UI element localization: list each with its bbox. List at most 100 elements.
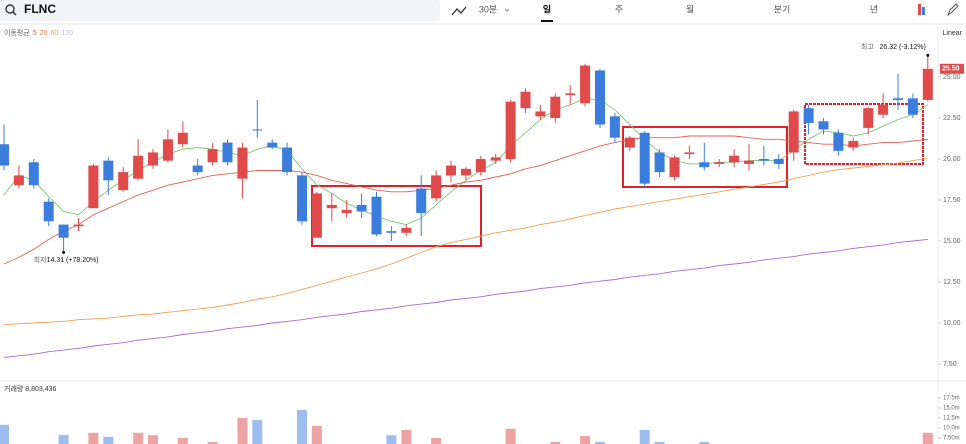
candle-body (475, 159, 486, 173)
y-tick-label: 22.50 (943, 115, 961, 122)
candle-body (758, 159, 769, 161)
candle-body (490, 157, 501, 161)
y-tick-label: 17.50 (943, 197, 961, 204)
low-note-text: 14.31 (+78.20%) (47, 257, 99, 264)
volume-bar (148, 435, 158, 444)
candle-body (729, 155, 740, 163)
candle-body (386, 231, 397, 233)
volume-tick-label: 7.50m (943, 436, 960, 442)
high-marker (926, 53, 930, 57)
candle-body (28, 162, 39, 186)
candle-body (818, 121, 829, 130)
moving-average-line (3, 238, 928, 358)
draw-icon[interactable] (946, 3, 959, 17)
volume-bar (386, 435, 397, 444)
indicator-icon-part (922, 7, 925, 15)
candle-body (699, 162, 710, 168)
volume-bar (88, 432, 99, 444)
candle-body (803, 108, 814, 123)
candle-body (580, 65, 591, 104)
volume-tick-label: 10.0m (943, 426, 960, 432)
candle-body (431, 175, 442, 199)
candle-body (446, 165, 456, 176)
volume-tick-label: 15.0m (943, 406, 960, 412)
highlight-box (804, 103, 924, 165)
candle-body (714, 162, 725, 164)
moving-average-line (3, 157, 928, 326)
legend-item: 5 (33, 30, 37, 37)
moving-average-line (3, 135, 928, 265)
candle-body (133, 155, 144, 179)
candle-body (848, 140, 859, 148)
candle-body (654, 152, 665, 173)
volume-bar (639, 430, 650, 444)
candle-body (148, 152, 158, 166)
y-tick-label: 25.00 (943, 74, 961, 81)
volume-bar (177, 438, 188, 444)
legend-item: 60 (50, 30, 58, 37)
volume-bar (580, 436, 591, 444)
search-icon (5, 4, 15, 14)
volume-bar (401, 430, 412, 444)
legend-title: 이동평균 (4, 28, 30, 37)
tab[interactable]: 주 (615, 4, 623, 14)
candle-body (565, 93, 576, 96)
scale-mode[interactable]: Linear (943, 30, 963, 37)
candle-body (43, 201, 54, 222)
volume-bar (237, 418, 248, 444)
candle-body (893, 98, 903, 100)
volume-bar (311, 426, 322, 444)
volume-bar (699, 442, 710, 444)
low-note-label: 최저 (34, 255, 47, 264)
tab[interactable]: 일 (543, 3, 551, 14)
y-tick-label: 7.50 (943, 361, 957, 368)
candle-body (326, 204, 337, 209)
candle-body (595, 70, 605, 125)
y-tick-label: 12.50 (943, 279, 961, 286)
volume-bar (922, 432, 933, 444)
volume-bar (595, 442, 605, 444)
y-tick-label: 10.00 (943, 320, 961, 327)
highlight-box (622, 126, 788, 188)
candle-body (907, 98, 918, 115)
candle-body (520, 91, 531, 109)
candle-body (13, 175, 24, 186)
chart-type-icon[interactable] (451, 6, 467, 16)
volume-bar (297, 410, 307, 444)
tab[interactable]: 월 (686, 3, 694, 14)
candle-body (177, 132, 188, 145)
tab[interactable]: 30분 (479, 4, 497, 14)
legend-item: 120 (61, 30, 73, 37)
candle-body (267, 142, 278, 148)
candle-body (371, 196, 382, 235)
tab[interactable]: 년 (870, 4, 878, 14)
candle-body (669, 157, 680, 178)
highlight-box (311, 185, 482, 247)
candle-body (282, 147, 293, 173)
legend: 이동평균 5 20 60 120 (4, 28, 73, 37)
candle-body (401, 227, 412, 233)
y-tick-label: 20.00 (943, 156, 961, 163)
candle-body (505, 101, 516, 159)
indicator-icon[interactable] (918, 4, 921, 15)
candle-body (744, 160, 754, 164)
candle-body (73, 224, 84, 227)
volume-bar (505, 428, 516, 444)
candle-body (460, 168, 471, 176)
candle-body (833, 132, 844, 151)
candle-body (922, 68, 933, 100)
volume-tick-label: 12.5m (943, 416, 960, 422)
last-price-label: 25.50 (942, 66, 960, 73)
search-box[interactable] (0, 0, 440, 21)
candle-body (162, 139, 173, 161)
candle-body (878, 104, 889, 115)
high-note-label: 최고 (861, 42, 874, 51)
candle-body (773, 159, 784, 164)
tab[interactable]: 분기 (774, 4, 791, 14)
candle-body (639, 132, 650, 184)
candle-body (356, 204, 367, 212)
volume-bar (207, 442, 218, 444)
volume-bar (252, 420, 263, 444)
dropdown-caret (504, 8, 510, 12)
